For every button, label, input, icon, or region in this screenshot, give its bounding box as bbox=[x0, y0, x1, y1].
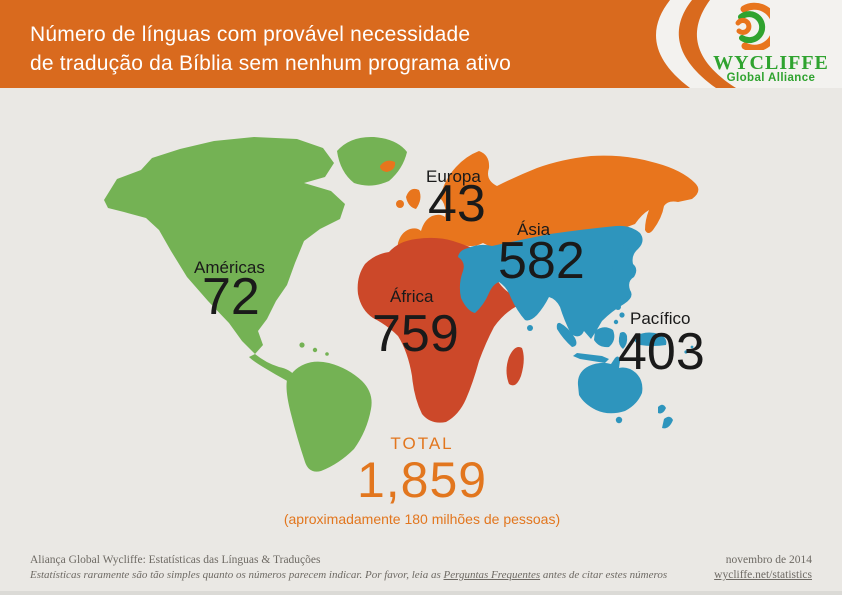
map-region-pacific bbox=[577, 345, 694, 429]
new-guinea-shape bbox=[633, 332, 667, 346]
footer-meta: novembro de 2014 wycliffe.net/statistics bbox=[714, 553, 812, 583]
new-zealand-north-shape bbox=[658, 404, 666, 414]
borneo-shape bbox=[594, 327, 615, 348]
australia-shape bbox=[577, 356, 643, 414]
map-region-asia bbox=[458, 225, 667, 363]
region-value-americas: 72 bbox=[202, 268, 260, 326]
java-shape bbox=[573, 353, 609, 363]
header-swoosh-stripe bbox=[678, 0, 736, 88]
total-label: TOTAL bbox=[390, 434, 454, 453]
tasmania-shape bbox=[615, 416, 623, 424]
footer-note-text: Estatísticas raramente são tão simples q… bbox=[30, 569, 444, 581]
region-value-asia: 582 bbox=[498, 232, 585, 290]
total-block: TOTAL 1,859 (aproximadamente 180 milhões… bbox=[262, 434, 582, 527]
madagascar-shape bbox=[506, 347, 524, 386]
faq-link[interactable]: Perguntas Frequentes bbox=[443, 569, 541, 581]
new-zealand-south-shape bbox=[662, 416, 673, 429]
asia-mainland-shape bbox=[458, 225, 643, 339]
region-value-pacifico: 403 bbox=[618, 323, 705, 381]
region-label-americas: Américas bbox=[194, 258, 265, 277]
sumatra-shape bbox=[556, 322, 577, 347]
greenland-shape bbox=[337, 136, 407, 186]
header-background bbox=[0, 0, 842, 88]
ireland-shape bbox=[396, 200, 404, 208]
logo-wordmark: WYCLIFFE bbox=[713, 52, 829, 74]
caribbean-island bbox=[312, 347, 318, 353]
region-value-europa: 43 bbox=[428, 175, 486, 233]
wycliffe-logo-icon bbox=[735, 2, 770, 50]
region-label-europa: Europa bbox=[426, 167, 481, 186]
map-region-americas bbox=[104, 136, 407, 472]
central-america-shape bbox=[249, 354, 296, 383]
footer-source-line2: Estatísticas raramente são tão simples q… bbox=[30, 568, 667, 583]
region-label-pacifico: Pacífico bbox=[630, 309, 691, 328]
pacific-island bbox=[690, 345, 694, 349]
caribbean-island bbox=[325, 352, 329, 356]
philippines-island bbox=[613, 319, 619, 325]
philippines-island bbox=[615, 304, 621, 310]
region-label-africa: África bbox=[390, 287, 434, 306]
sri-lanka-shape bbox=[527, 325, 533, 331]
taiwan-shape bbox=[623, 296, 629, 302]
total-note: (aproximadamente 180 milhões de pessoas) bbox=[283, 511, 561, 527]
pacific-island bbox=[684, 350, 688, 354]
sulawesi-shape bbox=[618, 332, 628, 349]
region-label-asia: Ásia bbox=[517, 220, 551, 239]
south-america-shape bbox=[286, 361, 372, 472]
total-value: 1,859 bbox=[356, 452, 488, 508]
wycliffe-logo: WYCLIFFE Global Alliance bbox=[700, 0, 842, 88]
footer-date: novembro de 2014 bbox=[725, 554, 812, 566]
footer-note-text-after: antes de citar estes números bbox=[540, 569, 668, 581]
statistics-link[interactable]: wycliffe.net/statistics bbox=[714, 569, 812, 581]
map-region-europe bbox=[380, 151, 699, 256]
page-title-line1: Número de línguas com provável necessida… bbox=[30, 23, 471, 46]
japan-shape bbox=[612, 244, 629, 274]
page-title: Número de línguas com provável necessida… bbox=[30, 20, 511, 78]
philippines-island bbox=[619, 312, 625, 318]
footer-source: Aliança Global Wycliffe: Estatísticas da… bbox=[30, 553, 667, 583]
footer-source-line1: Aliança Global Wycliffe: Estatísticas da… bbox=[30, 554, 321, 566]
caribbean-island bbox=[299, 342, 305, 348]
eurasia-north-shape bbox=[397, 151, 699, 256]
page-title-line2: de tradução da Bíblia sem nenhum program… bbox=[30, 52, 512, 75]
header-orange-band bbox=[0, 0, 690, 88]
region-value-africa: 759 bbox=[372, 305, 459, 363]
header-bar: Número de línguas com provável necessida… bbox=[0, 0, 842, 88]
north-america-shape bbox=[104, 137, 345, 354]
uk-shape bbox=[406, 188, 421, 209]
logo-subtitle: Global Alliance bbox=[726, 72, 816, 84]
bottom-edge-strip bbox=[0, 591, 842, 595]
iceland-shape bbox=[380, 160, 396, 172]
